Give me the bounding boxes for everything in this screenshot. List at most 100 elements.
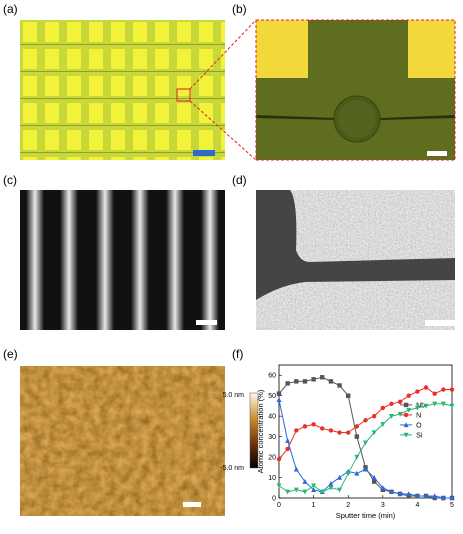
legend-marker: [403, 432, 409, 438]
data-point: [354, 424, 360, 429]
data-point: [440, 401, 446, 407]
data-point: [345, 471, 351, 477]
micrograph-a: [20, 20, 225, 160]
data-point: [388, 413, 394, 419]
y-axis-label: Atomic concentration (%): [256, 389, 265, 473]
data-point: [311, 487, 317, 493]
legend-marker: [403, 422, 409, 428]
data-point: [354, 470, 360, 476]
data-point: [311, 377, 316, 382]
data-point: [276, 391, 282, 396]
data-point: [354, 434, 360, 439]
data-point: [294, 379, 299, 384]
y-tick-label: 20: [268, 455, 276, 462]
data-point: [320, 426, 325, 431]
panel-label: (c): [3, 173, 17, 187]
data-point: [406, 407, 412, 413]
data-point: [449, 495, 455, 501]
data-point: [328, 428, 334, 433]
legend-marker: [403, 402, 409, 408]
data-point: [294, 428, 299, 433]
data-point: [302, 424, 308, 429]
zoom-line: [189, 19, 257, 90]
data-point: [311, 483, 317, 489]
data-point: [328, 480, 334, 486]
data-point: [346, 393, 351, 398]
data-point: [388, 489, 394, 495]
data-point: [319, 489, 325, 495]
data-point: [423, 493, 429, 499]
data-point: [293, 466, 299, 472]
data-point: [302, 478, 308, 484]
data-point: [293, 487, 299, 493]
data-point: [441, 387, 446, 392]
data-point: [423, 403, 429, 409]
data-point: [354, 454, 360, 460]
legend-label: N: [416, 412, 421, 419]
legend-label: Si: [416, 432, 423, 439]
data-point: [337, 430, 342, 435]
data-point: [285, 446, 290, 452]
data-point: [285, 381, 290, 386]
colorbar-label: -5.0 nm: [220, 465, 244, 472]
data-point: [320, 375, 325, 380]
panel-label: (d): [232, 173, 247, 187]
x-tick-label: 2: [346, 502, 350, 509]
y-tick-label: 30: [268, 434, 276, 441]
data-point: [380, 405, 385, 411]
data-point: [432, 401, 438, 407]
x-tick-label: 3: [381, 502, 385, 509]
panel-label: (e): [3, 347, 18, 361]
data-point: [449, 387, 455, 392]
data-point: [311, 422, 316, 427]
data-point: [432, 391, 437, 396]
legend-label: O: [416, 422, 422, 429]
data-point: [380, 422, 386, 428]
y-tick-label: 40: [268, 414, 276, 421]
panel-label: (f): [232, 347, 243, 361]
data-point: [414, 493, 420, 499]
data-point: [363, 466, 368, 472]
data-point: [346, 430, 351, 435]
x-tick-label: 0: [277, 502, 281, 509]
y-tick-label: 0: [272, 496, 276, 503]
x-axis-label: Sputter time (min): [336, 511, 396, 520]
data-point: [285, 438, 291, 443]
micrograph-d: [256, 190, 455, 330]
data-point: [328, 379, 334, 384]
y-tick-label: 60: [268, 373, 276, 380]
micrograph-b: [255, 19, 456, 161]
data-point: [432, 493, 438, 499]
data-point: [276, 397, 282, 402]
data-point: [371, 474, 377, 480]
data-point: [302, 489, 308, 495]
data-point: [302, 379, 308, 384]
data-point: [337, 383, 342, 388]
data-point: [406, 393, 411, 398]
legend-label: Nb: [416, 402, 425, 409]
micrograph-c: [20, 190, 225, 330]
data-point: [371, 430, 377, 436]
colorbar: [249, 392, 259, 469]
data-point: [328, 485, 334, 491]
data-point: [440, 495, 446, 501]
panel-label: (b): [232, 2, 247, 16]
data-point: [371, 413, 377, 419]
data-point: [285, 489, 291, 495]
data-point: [449, 403, 455, 409]
data-point: [397, 491, 403, 497]
data-point: [276, 456, 282, 462]
data-point: [389, 401, 394, 407]
x-tick-label: 4: [415, 502, 419, 509]
data-point: [406, 491, 412, 497]
data-point: [337, 474, 343, 480]
panel-label: (a): [3, 2, 18, 16]
x-tick-label: 5: [450, 502, 454, 509]
x-tick-label: 1: [312, 502, 316, 509]
plot-frame: [278, 364, 453, 499]
data-point: [414, 405, 420, 411]
data-point: [371, 479, 377, 484]
data-point: [363, 440, 368, 446]
data-point: [415, 389, 420, 394]
